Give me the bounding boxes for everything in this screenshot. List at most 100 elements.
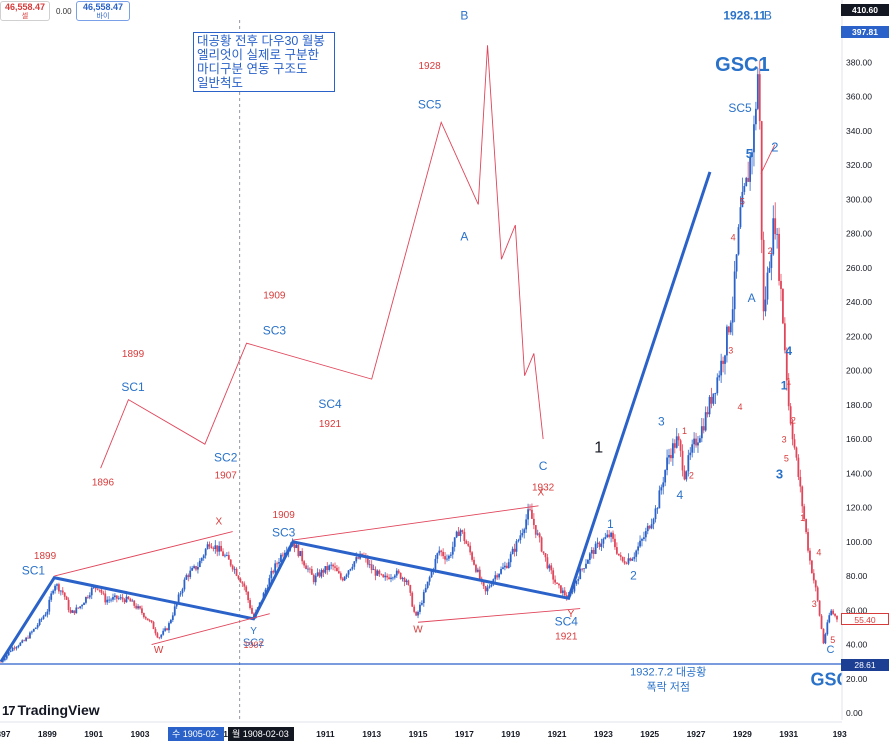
candle-body [797,457,800,477]
candle-body [440,550,443,552]
x-tick-label: 1899 [38,729,57,739]
candle-body [357,557,360,559]
candle-body [745,177,748,187]
candle-body [735,254,738,272]
y-tick-label: 380.00 [846,57,872,67]
candle-body [164,628,167,631]
candle-body [787,380,790,407]
crash-low-label: 폭락 저점 [646,681,690,694]
candle-body [805,519,807,533]
candle-body [631,558,634,561]
x-tick-label: 1903 [131,729,150,739]
candle-body [643,537,645,539]
wave-label-b: B [460,9,468,23]
candle-body [670,455,672,459]
candle-body [598,542,601,547]
candle-body [366,558,369,565]
candle-body [660,487,663,491]
candle-body [171,615,174,620]
candle-body [668,455,670,458]
candle-body [700,426,703,439]
candle-body [204,549,207,556]
minor-count-label: 2 [689,470,694,480]
wave-label-5: 5 [746,146,753,161]
candle-body [561,590,564,593]
candle-body [519,535,522,541]
candle-body [756,74,759,109]
candle-body [200,558,203,561]
sell-button[interactable]: 46,558.47 셀 [0,1,50,21]
candle-body [463,531,466,542]
candle-body [457,531,460,537]
wave-label-c: C [539,459,548,473]
candle-body [5,655,8,659]
candle-body [724,355,726,364]
candle-body [770,254,773,268]
candle-body [729,322,732,333]
minor-count-label: 1 [682,426,687,436]
candle-body [112,597,114,600]
candle-body [73,610,76,614]
candle-body [339,573,342,579]
candle-body [69,609,72,613]
buy-button[interactable]: 46,558.47 바이 [76,1,130,21]
candle-body [764,299,767,312]
candle-body [646,525,649,532]
y-tick-label: 20.00 [846,674,868,684]
candle-body [224,555,226,557]
x-tick-label: 1925 [640,729,659,739]
year-label: 1921 [555,631,578,642]
candle-body [393,575,396,578]
candle-body [139,606,141,609]
minor-count-label: 2 [791,416,796,426]
candle-body [310,569,313,575]
candle-body [606,534,609,538]
candle-body [654,508,657,520]
year-label: 1899 [34,551,57,562]
annotation-text-box[interactable]: 대공황 전후 다우30 월봉 엘리엇이 실제로 구분한 마디구분 연동 구조도 … [193,32,335,92]
candle-body [604,537,607,539]
candle-body [737,227,740,255]
candle-body [803,506,806,520]
candle-body [48,599,51,612]
candle-body [453,537,456,547]
candle-body [322,570,325,573]
candle-body [324,566,327,573]
candle-body [608,534,611,537]
candle-body [820,615,823,629]
candle-body [220,545,222,552]
candle-body [191,568,194,571]
candle-body [793,439,796,448]
candle-body [117,598,120,600]
candle-body [523,529,526,534]
candle-body [459,530,462,537]
candle-body [666,457,668,471]
candle-body [722,360,724,364]
annotation-line: 마디구분 연동 구조도 [197,62,308,76]
candle-body [125,596,128,603]
candle-body [436,553,439,559]
candle-body [283,552,286,556]
candle-body [56,584,58,586]
candle-body [336,567,338,572]
candle-body [749,156,752,182]
candle-body [517,540,520,542]
candle-body [276,563,278,565]
candle-body [123,599,126,603]
candle-body [225,555,228,556]
candle-body [496,575,499,578]
candle-body [274,563,277,573]
candle-body [405,580,408,582]
candle-body [536,533,539,535]
candle-body [380,573,383,575]
candle-body [318,572,321,577]
candle-body [46,611,49,615]
candle-body [314,575,317,583]
candle-body [490,584,493,587]
y-tick-label: 120.00 [846,503,872,513]
candle-body [179,593,182,595]
year-label: 1932 [532,482,555,493]
y-tick-label: 220.00 [846,331,872,341]
candle-body [337,571,340,574]
